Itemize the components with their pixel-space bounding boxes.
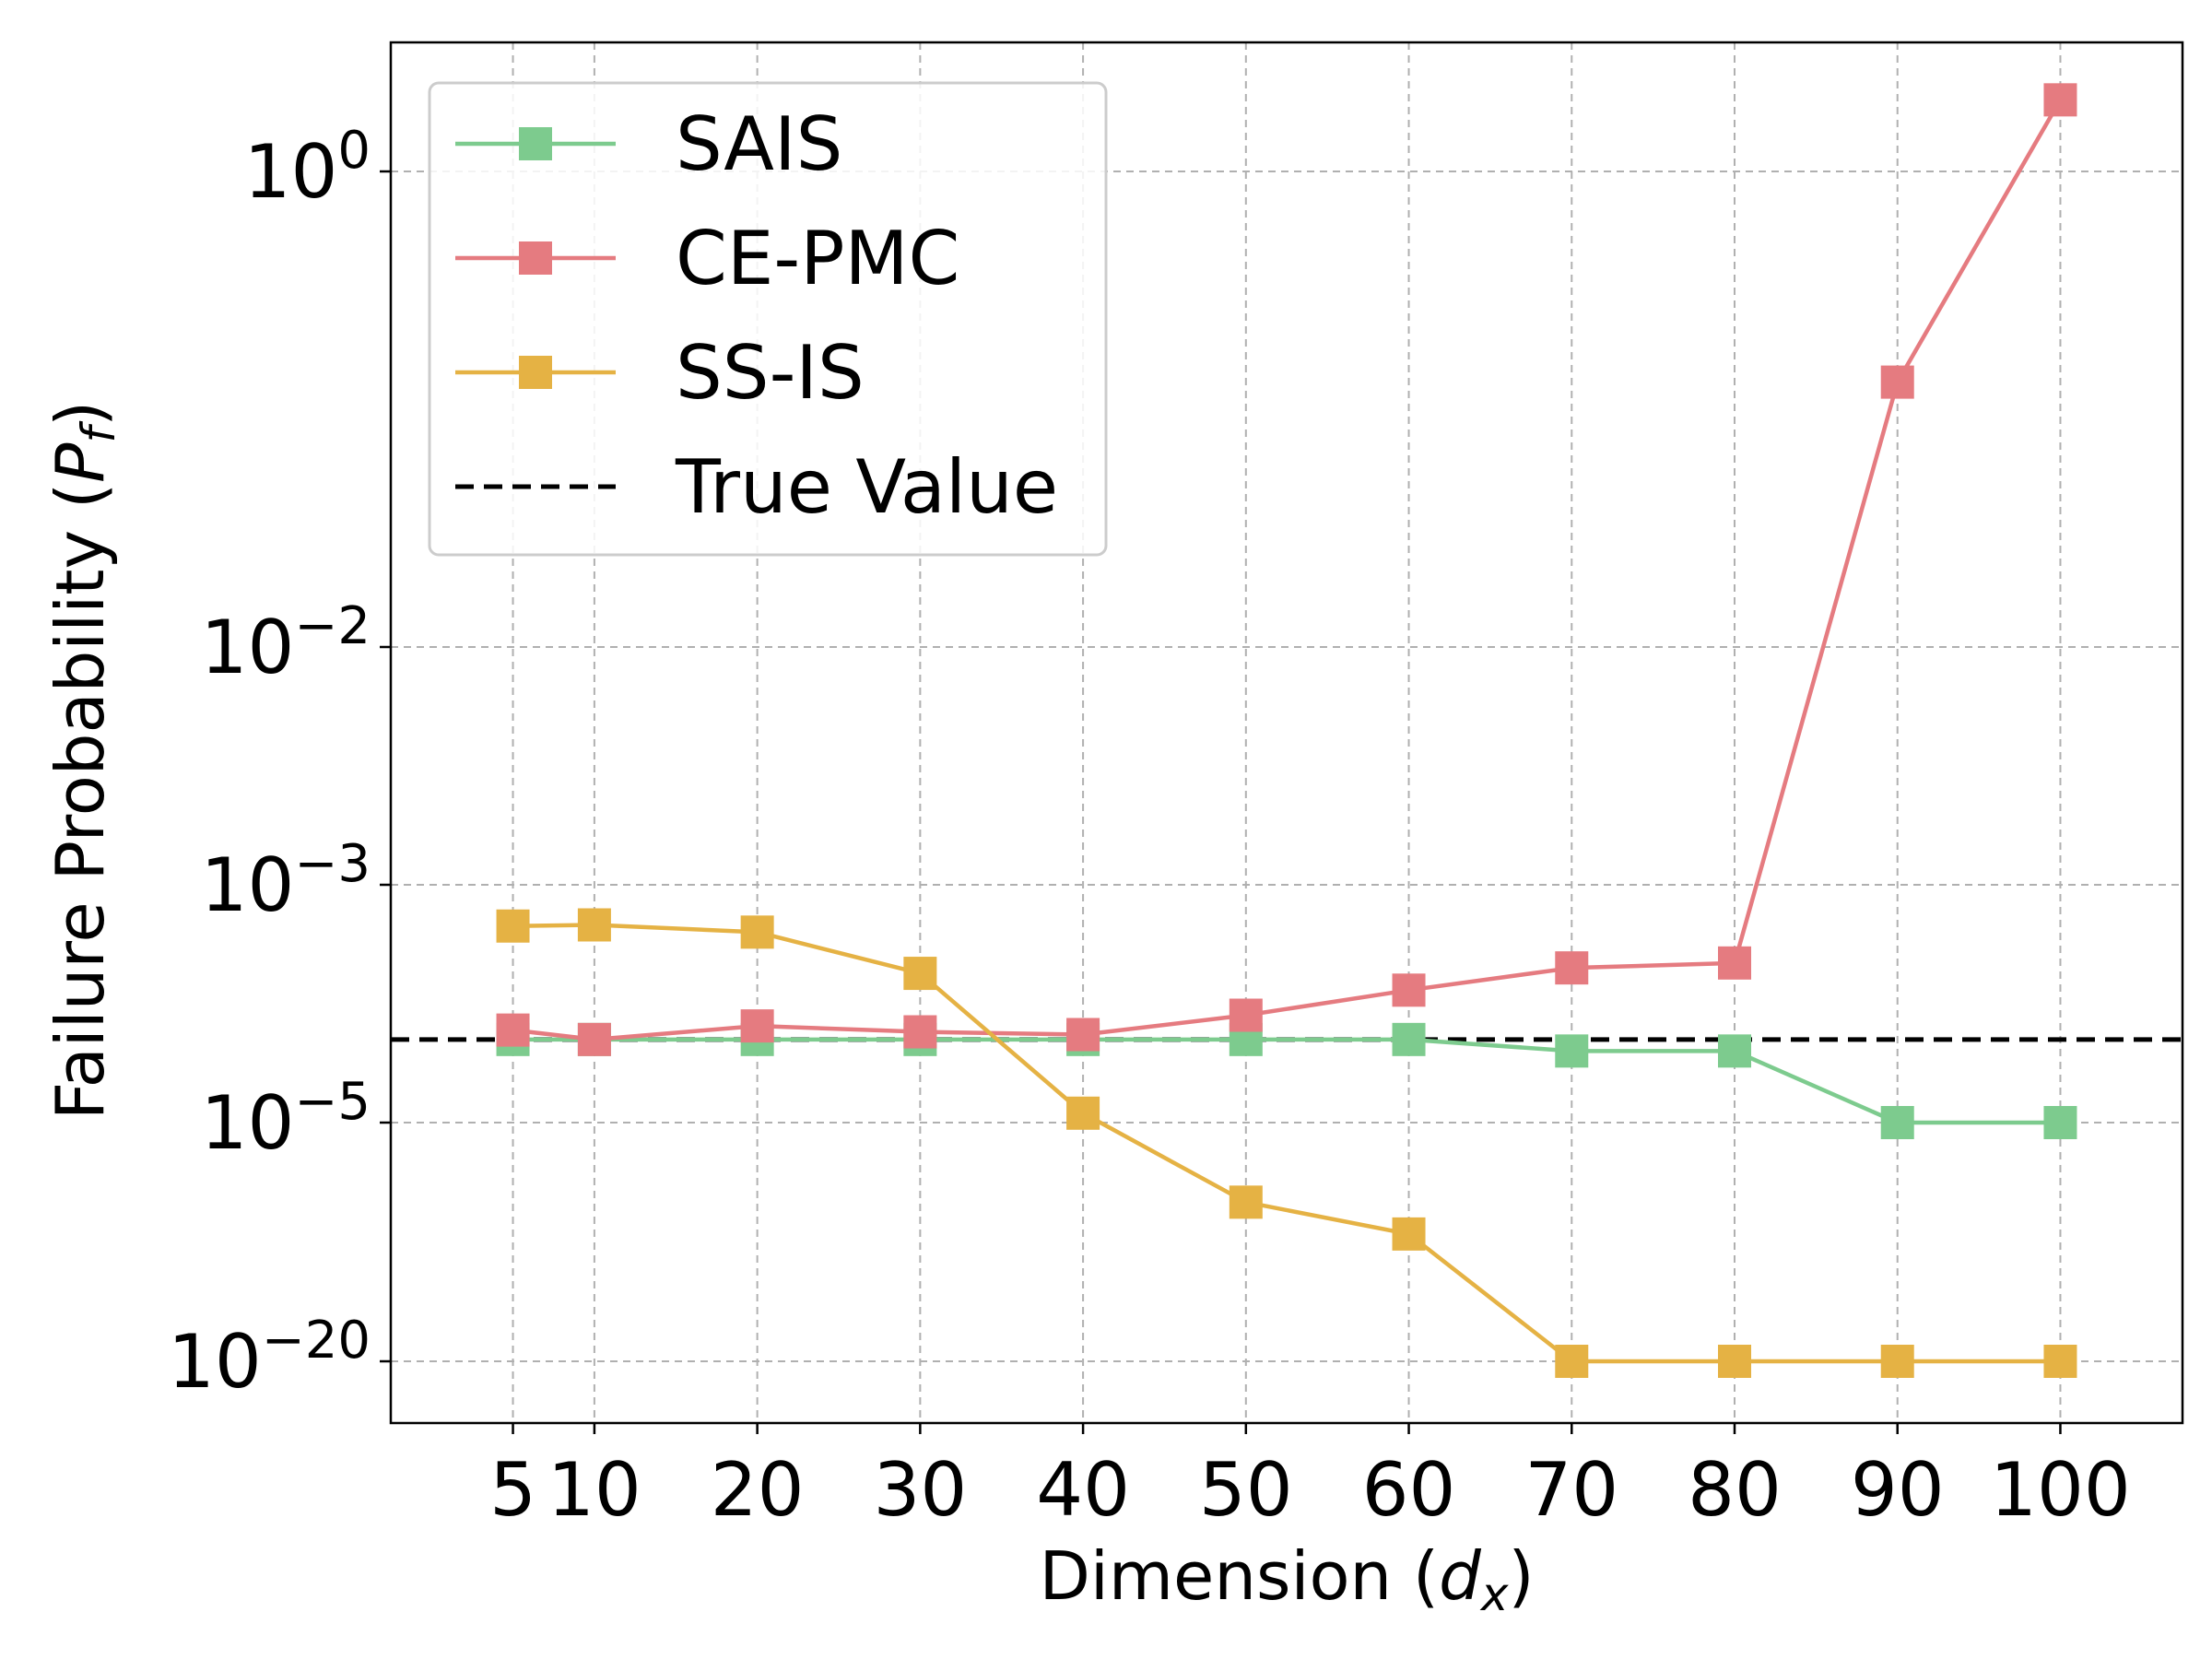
legend-item: SS-IS (455, 330, 865, 416)
series-line (512, 923, 2061, 1364)
series-ss-is (496, 908, 2077, 1378)
data-point (1392, 1022, 1426, 1056)
legend-label: CE-PMC (676, 216, 959, 301)
data-point (740, 1009, 774, 1043)
series-layer (496, 83, 2077, 1378)
y-tick-label: 10−5 (201, 1072, 371, 1166)
x-tick-label: 40 (1036, 1447, 1130, 1533)
series-ce-pmc (496, 83, 2077, 1056)
data-point (1555, 951, 1589, 985)
legend-label: SS-IS (676, 330, 865, 416)
y-axis-label-text: Failure Probability (41, 530, 119, 1120)
data-point (2043, 1106, 2077, 1139)
y-tick-label: 10−2 (201, 596, 371, 690)
data-point (1718, 1345, 1751, 1378)
data-point (2043, 83, 2077, 117)
legend-items: SAIS CE-PMC SS-IS True Value (455, 101, 1058, 530)
data-point (496, 909, 530, 943)
data-point (1880, 365, 1914, 399)
x-axis-ticks: 5 10 20 30 40 50 60 70 80 90 100 (489, 1423, 2131, 1533)
y-axis-ticks: 100 10−2 10−3 10−5 10−20 (168, 121, 391, 1405)
data-point (1718, 1034, 1751, 1068)
data-point (577, 1022, 611, 1056)
data-point (1555, 1034, 1589, 1068)
legend-marker (519, 356, 552, 389)
x-tick-label: 10 (547, 1447, 641, 1533)
data-point (740, 915, 774, 949)
legend-label: True Value (675, 444, 1058, 530)
data-point (1392, 973, 1426, 1007)
data-point (903, 957, 937, 991)
data-point (903, 1015, 937, 1049)
data-point (577, 908, 611, 942)
x-tick-label: 30 (873, 1447, 967, 1533)
plot-frame (389, 41, 2184, 1425)
legend: SAIS CE-PMC SS-IS True Value (428, 81, 1108, 557)
data-point (1229, 998, 1263, 1032)
data-point (496, 1013, 530, 1047)
data-point (2043, 1345, 2077, 1378)
legend-item: True Value (455, 444, 1058, 530)
legend-label: SAIS (676, 101, 842, 187)
data-point (1066, 1018, 1100, 1052)
data-point (1229, 1185, 1263, 1219)
x-axis-label-subscript: x (1479, 1568, 1509, 1621)
grid (391, 42, 2183, 1423)
y-tick-label: 10−3 (201, 834, 371, 928)
y-axis-label-symbol: P (41, 442, 119, 483)
legend-marker (519, 127, 552, 160)
legend-marker (519, 241, 552, 275)
y-tick-label: 100 (244, 121, 371, 215)
data-point (1718, 946, 1751, 980)
x-tick-label: 20 (711, 1447, 805, 1533)
x-axis-label-symbol: d (1439, 1537, 1482, 1615)
x-tick-label: 90 (1851, 1447, 1945, 1533)
data-point (1066, 1096, 1100, 1130)
x-tick-label: 80 (1688, 1447, 1782, 1533)
data-point (1880, 1106, 1914, 1139)
data-point (1392, 1217, 1426, 1251)
x-tick-label: 60 (1362, 1447, 1456, 1533)
data-point (1555, 1345, 1589, 1378)
legend-box (428, 81, 1108, 557)
x-axis-label-text: Dimension (1039, 1537, 1392, 1615)
x-tick-label: 70 (1524, 1447, 1618, 1533)
legend-item: CE-PMC (455, 216, 959, 301)
data-point (1880, 1345, 1914, 1378)
x-tick-label: 5 (489, 1447, 536, 1533)
x-tick-label: 50 (1199, 1447, 1293, 1533)
y-axis-label: Failure Probability (Pf) (41, 401, 125, 1120)
x-axis-label: Dimension (dx) (1039, 1537, 1534, 1621)
x-tick-label: 100 (1990, 1447, 2131, 1533)
legend-item: SAIS (455, 101, 842, 187)
y-tick-label: 10−20 (168, 1311, 371, 1405)
